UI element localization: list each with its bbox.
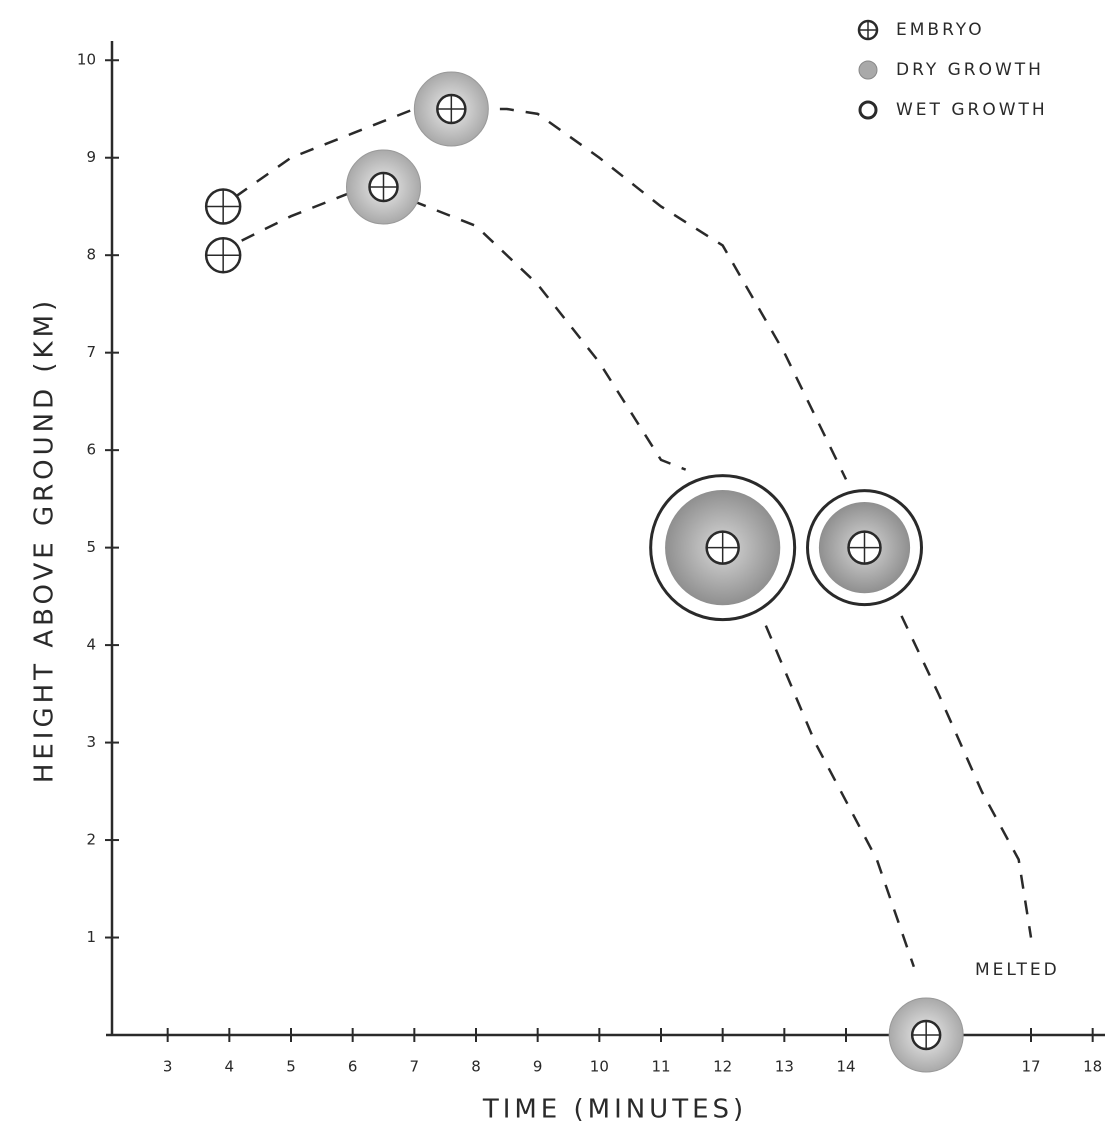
x-tick-label: 17 [1021, 1058, 1040, 1076]
legend-item: DRY GROWTH [858, 60, 1044, 80]
trajectory [234, 107, 1033, 938]
y-tick-label: 2 [86, 831, 96, 849]
y-tick-label: 7 [86, 343, 96, 361]
legend-item: WET GROWTH [858, 100, 1048, 120]
y-tick-label: 6 [86, 441, 96, 459]
y-tick-label: 3 [86, 733, 96, 751]
y-axis-label: HEIGHT ABOVE GROUND (KM) [30, 297, 60, 783]
x-tick-label: 10 [590, 1058, 609, 1076]
x-tick-label: 5 [286, 1058, 296, 1076]
hailstone [888, 997, 964, 1073]
x-axis-label: TIME (MINUTES) [482, 1095, 747, 1125]
y-tick-label: 10 [77, 51, 96, 69]
hailstone [204, 188, 242, 225]
legend-item: EMBRYO [857, 19, 985, 41]
x-tick-label: 18 [1083, 1058, 1102, 1076]
hailstone [204, 236, 242, 274]
hailstone [413, 71, 489, 147]
x-tick-label: 9 [533, 1058, 543, 1076]
y-tick-label: 4 [86, 636, 96, 654]
hailstone [649, 474, 797, 622]
y-tick-label: 5 [86, 538, 96, 556]
legend-label: DRY GROWTH [896, 60, 1044, 80]
y-tick-label: 8 [86, 246, 96, 264]
y-tick-label: 9 [86, 148, 96, 166]
annotation: MELTED [975, 960, 1060, 980]
x-tick-label: 3 [163, 1058, 173, 1076]
trajectory [241, 190, 916, 968]
legend-label: WET GROWTH [896, 100, 1048, 120]
hailstone [806, 489, 923, 607]
x-tick-label: 6 [348, 1058, 358, 1076]
x-tick-label: 8 [471, 1058, 481, 1076]
x-tick-label: 7 [410, 1058, 420, 1076]
hailstone [346, 149, 421, 225]
x-tick-label: 13 [775, 1058, 794, 1076]
x-tick-label: 4 [225, 1058, 235, 1076]
legend-label: EMBRYO [896, 20, 985, 40]
legend-swatch [858, 100, 878, 120]
legend-swatch [858, 60, 878, 80]
y-tick-label: 1 [86, 928, 96, 946]
x-tick-label: 14 [836, 1058, 855, 1076]
x-tick-label: 11 [651, 1058, 670, 1076]
x-tick-label: 12 [713, 1058, 732, 1076]
